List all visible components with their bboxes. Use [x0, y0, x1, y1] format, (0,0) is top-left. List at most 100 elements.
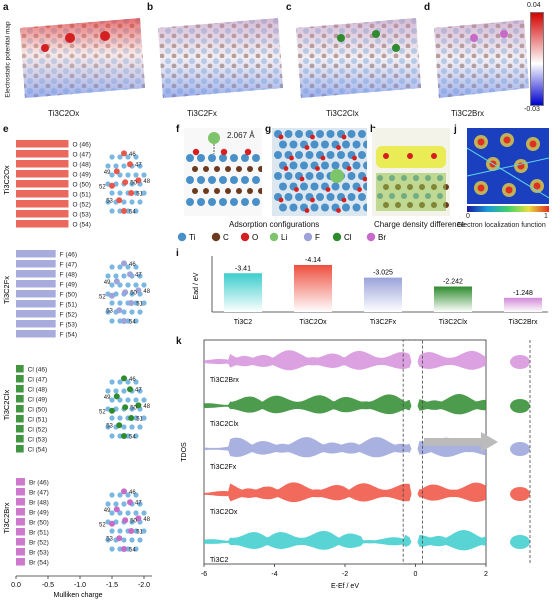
panel-g-letter: g [265, 124, 272, 135]
lattice-site [127, 386, 133, 393]
charge-row-label: O (51) [72, 192, 90, 199]
model-atom [407, 153, 413, 159]
lattice-site [135, 177, 142, 184]
lattice-atom [125, 172, 131, 178]
model-atom [289, 140, 298, 149]
lattice-atom [105, 163, 111, 169]
lattice-number: 47 [135, 501, 142, 507]
legend-label: Ti [189, 233, 196, 242]
charge-row-label: O (54) [72, 222, 90, 229]
model-atom [252, 154, 260, 162]
elf-scale-max: 1 [544, 213, 548, 220]
charge-row-label: F (46) [60, 252, 77, 259]
lattice-site [128, 190, 135, 196]
model-atom [310, 182, 319, 191]
charge-bar [16, 395, 24, 403]
legend-label: Cl [344, 233, 352, 242]
elf-spot-core [529, 140, 537, 148]
lattice-atom [133, 528, 139, 534]
lattice-site [121, 433, 127, 439]
charge-bar [16, 200, 69, 208]
elf-line [467, 147, 549, 199]
lattice-atom [133, 154, 139, 160]
elf-scale-bar [467, 206, 549, 212]
model-atom [192, 166, 198, 172]
lattice-atom [133, 300, 139, 306]
model-atom [362, 176, 367, 182]
potential-colorbar [530, 12, 544, 106]
lattice-atom [109, 172, 115, 178]
lattice-site [135, 515, 142, 522]
model-atom [326, 151, 335, 159]
charge-row-label: Cl (47) [28, 377, 48, 384]
lattice-atom [117, 264, 123, 270]
bond-length-label: 2.067 Å [227, 131, 255, 140]
charge-bar [16, 445, 24, 453]
lattice-atom [129, 406, 135, 412]
model-atom [283, 166, 289, 171]
model-atom [230, 198, 238, 206]
lattice-atom [133, 397, 139, 403]
energy-value-label: -2.242 [443, 279, 463, 286]
model-atom [363, 161, 367, 170]
legend-label: O [252, 233, 258, 242]
lattice-atom [129, 519, 135, 525]
charge-bar [16, 160, 69, 168]
energy-category-label: Ti3C2Clx [439, 319, 468, 326]
model-atom [186, 198, 194, 206]
model-atom [295, 193, 303, 201]
panel-d-label: Ti3C2Brx [451, 109, 485, 118]
charge-bar [16, 290, 56, 298]
model-atom [258, 166, 262, 172]
charge-lattice: 46 47 48 49 50 51 52 53 54 [99, 260, 151, 326]
model-atom [325, 187, 331, 192]
lattice-atom [137, 388, 143, 394]
lattice-number: 54 [129, 210, 136, 216]
lattice-number: 51 [136, 530, 143, 536]
tdos-chart: TDOSTi3C2BrxTi3C2ClxTi3C2FxTi3C2OxTi3C2-… [181, 339, 531, 590]
tdos-series-label: Ti3C2Clx [210, 421, 239, 428]
lattice-atom [109, 415, 115, 421]
lattice-number: 52 [99, 184, 106, 190]
lattice-atom [141, 282, 147, 288]
lattice-atom [125, 282, 131, 288]
legend-swatch [332, 232, 342, 242]
elf-spot-core [505, 186, 513, 194]
energy-value-label: -3.41 [235, 265, 251, 272]
model-atom [315, 166, 320, 171]
charge-group-title: Ti3C2Ox [2, 165, 11, 195]
potential-map-side-label: Electrostatic potential map [4, 21, 12, 98]
energy-bar [224, 273, 262, 312]
lattice-atom [125, 397, 131, 403]
panel-a-model [20, 18, 145, 98]
model-atom [363, 182, 367, 191]
model-atom [358, 193, 366, 201]
adsorption-energy-chart: Ead / eV -3.41 Ti3C2 -4.14 Ti3C2Ox -3.025 Ti3C… [193, 256, 548, 326]
legend-item-c: C [211, 232, 229, 242]
lattice-site [113, 393, 120, 400]
charge-tick-label: 0.0 [11, 582, 21, 589]
energy-bar [504, 297, 542, 312]
charge-bar [16, 270, 56, 278]
lattice-number: 50 [130, 291, 137, 297]
model-atom [347, 172, 356, 180]
energy-bar [434, 286, 472, 312]
lattice-site [116, 307, 123, 314]
charge-bar [16, 385, 24, 393]
model-atom [236, 166, 242, 172]
panel-c-model [296, 18, 421, 98]
model-atom [304, 208, 310, 213]
model-atom [305, 151, 314, 159]
lattice-atom [109, 154, 115, 160]
lattice-atom [109, 264, 115, 270]
tdos-inset-shape [510, 487, 530, 501]
tdos-x-tick-label: 2 [484, 571, 488, 578]
tdos-series-area [204, 394, 486, 415]
lattice-atom [109, 433, 115, 439]
lattice-atom [137, 199, 143, 205]
charge-group-cl: Ti3C2Clx Cl (46) Cl (47) Cl (48) Cl (49) Cl (… [2, 365, 151, 454]
model-atom [383, 153, 389, 159]
fermi-window [402, 339, 423, 565]
legend-item-o: O [240, 232, 258, 242]
lattice-atom [117, 300, 123, 306]
